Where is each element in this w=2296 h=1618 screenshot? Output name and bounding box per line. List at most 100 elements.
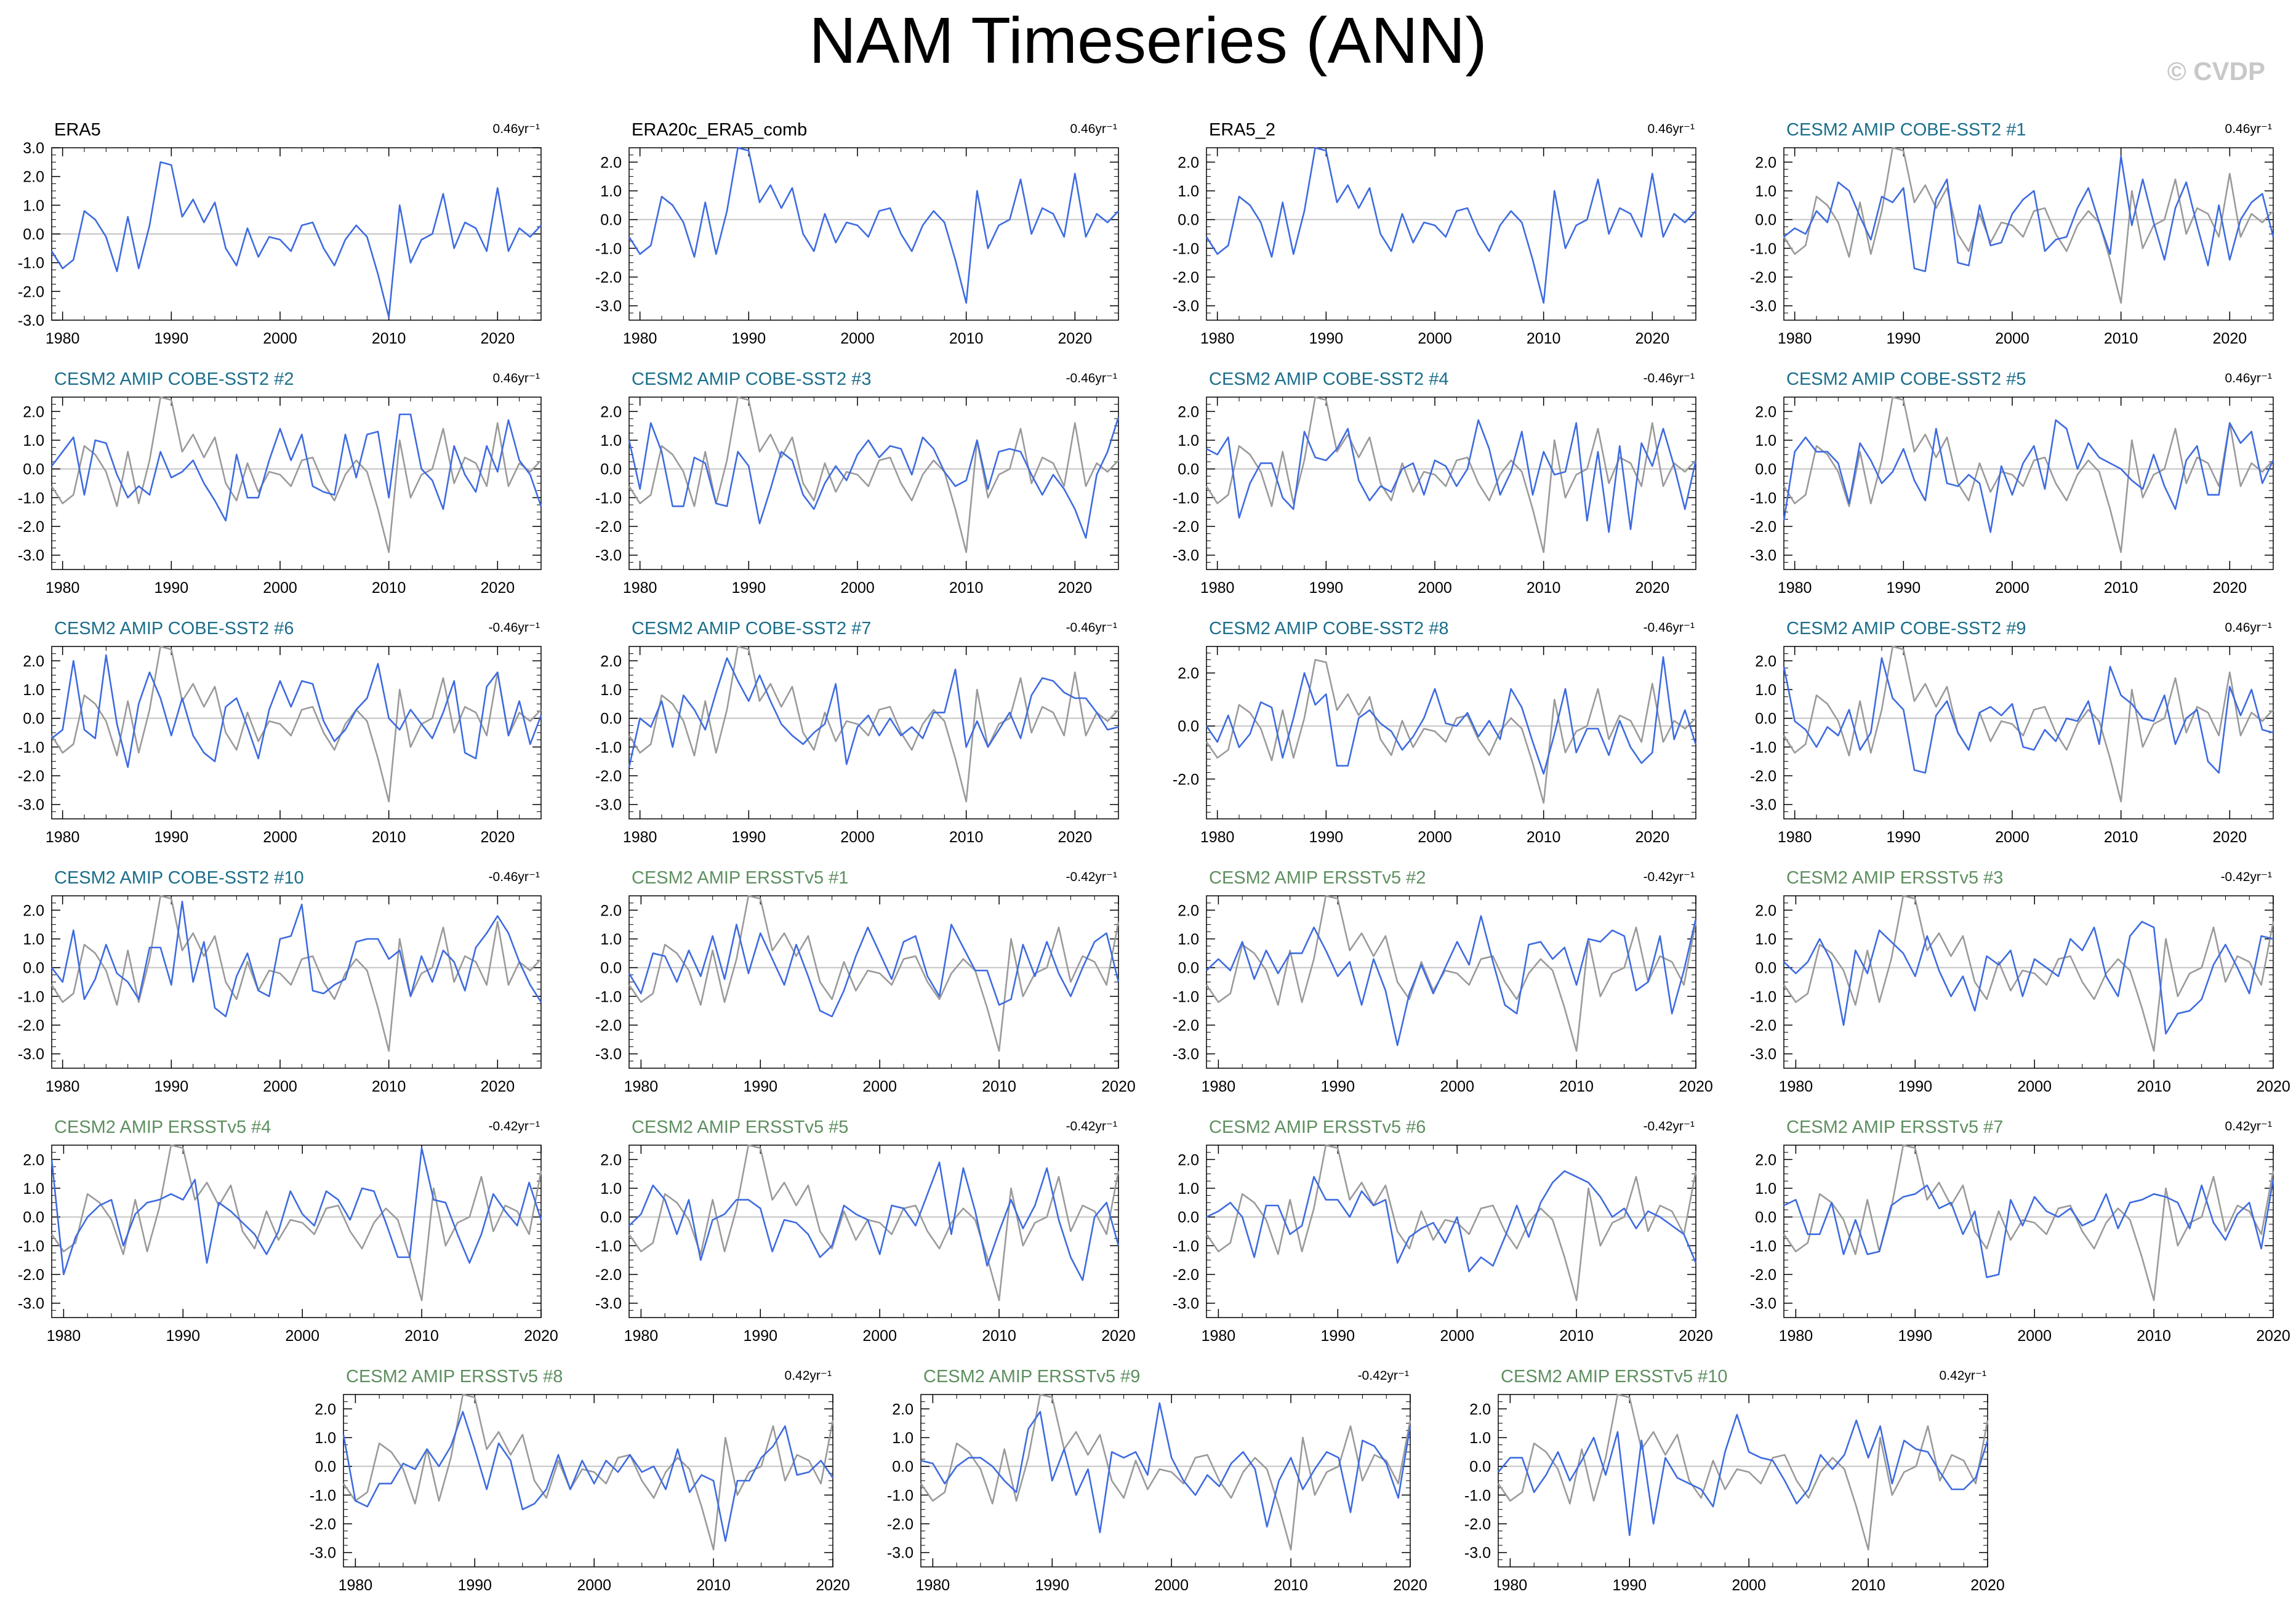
y-tick-label: 2.0 — [1755, 154, 1776, 171]
x-tick-label: 2000 — [840, 579, 875, 597]
x-tick-label: 1980 — [1779, 1078, 1813, 1095]
x-tick-label: 1980 — [47, 1327, 81, 1345]
panel-title: CESM2 AMIP COBE-SST2 #8 — [1209, 619, 1449, 638]
plot-frame — [343, 1394, 833, 1568]
y-tick-label: 0.0 — [23, 710, 44, 728]
y-tick-label: 1.0 — [23, 1180, 44, 1197]
y-tick-label: -2.0 — [1173, 771, 1199, 788]
trend-label: 0.42yr⁻¹ — [2225, 1119, 2272, 1133]
y-tick-label: -3.0 — [18, 797, 44, 814]
x-tick-label: 2000 — [1154, 1577, 1189, 1594]
y-tick-label: -2.0 — [1750, 1266, 1776, 1284]
y-tick-label: -3.0 — [1173, 547, 1199, 565]
x-tick-label: 2020 — [1058, 330, 1093, 347]
y-tick-label: -2.0 — [18, 1266, 44, 1284]
x-tick-label: 2020 — [481, 579, 515, 597]
x-tick-label: 1990 — [1898, 1078, 1932, 1095]
plot-frame — [1783, 646, 2274, 819]
plot-frame — [628, 895, 1119, 1069]
x-tick-label: 1980 — [1493, 1577, 1528, 1594]
panel-title: CESM2 AMIP COBE-SST2 #5 — [1786, 369, 2026, 389]
y-tick-label: -1.0 — [18, 255, 44, 272]
y-tick-label: -1.0 — [18, 739, 44, 756]
trend-label: 0.46yr⁻¹ — [493, 122, 540, 136]
panel-title: CESM2 AMIP COBE-SST2 #3 — [632, 369, 872, 389]
y-tick-label: 2.0 — [1755, 1151, 1776, 1169]
model-series-line — [50, 413, 542, 522]
y-tick-label: -2.0 — [18, 518, 44, 536]
y-tick-label: -3.0 — [1750, 1046, 1776, 1063]
y-tick-label: 2.0 — [1178, 1151, 1199, 1169]
x-tick-label: 1980 — [339, 1577, 373, 1594]
y-tick-label: -1.0 — [310, 1487, 336, 1504]
model-series-line — [50, 901, 542, 1018]
y-tick-label: -3.0 — [18, 1295, 44, 1313]
y-tick-label: -2.0 — [1173, 1017, 1199, 1034]
x-tick-label: 1990 — [1309, 829, 1344, 846]
x-tick-label: 1980 — [623, 829, 657, 846]
y-tick-label: 0.0 — [1178, 1209, 1199, 1226]
trend-label: -0.46yr⁻¹ — [489, 870, 540, 884]
model-series-line — [51, 654, 542, 768]
y-tick-label: 1.0 — [1178, 183, 1199, 200]
reference-series-line — [1783, 147, 2274, 304]
y-tick-label: 2.0 — [1755, 653, 1776, 670]
x-tick-label: 2010 — [372, 579, 406, 597]
y-tick-label: -2.0 — [1750, 269, 1776, 286]
y-tick-label: -2.0 — [18, 1017, 44, 1034]
panel-title: CESM2 AMIP COBE-SST2 #1 — [1786, 120, 2026, 140]
y-tick-label: 2.0 — [315, 1401, 336, 1418]
y-tick-label: -3.0 — [18, 312, 44, 329]
trend-label: 0.46yr⁻¹ — [2225, 371, 2272, 385]
y-tick-label: -3.0 — [1750, 298, 1776, 315]
x-tick-label: 2000 — [1995, 829, 2029, 846]
y-tick-label: 0.0 — [1178, 212, 1199, 229]
x-tick-label: 1990 — [1898, 1327, 1932, 1345]
trend-label: 0.46yr⁻¹ — [493, 371, 540, 385]
panel-title: CESM2 AMIP ERSSTv5 #2 — [1209, 868, 1426, 888]
x-tick-label: 2020 — [816, 1577, 850, 1594]
y-tick-label: 2.0 — [23, 169, 44, 186]
model-series-line — [50, 161, 542, 318]
y-tick-label: 2.0 — [600, 403, 622, 421]
y-tick-label: -3.0 — [18, 1046, 44, 1063]
y-tick-label: 2.0 — [600, 902, 622, 919]
x-tick-label: 2000 — [263, 829, 297, 846]
x-tick-label: 2010 — [1851, 1577, 1885, 1594]
y-tick-label: 2.0 — [1178, 154, 1199, 171]
x-tick-label: 1980 — [46, 579, 80, 597]
plot-frame — [1498, 1394, 1988, 1568]
panel-title: CESM2 AMIP ERSSTv5 #9 — [923, 1367, 1140, 1387]
y-tick-label: -2.0 — [1464, 1516, 1491, 1533]
x-tick-label: 2010 — [2104, 330, 2138, 347]
reference-series-line — [1205, 1144, 1697, 1302]
plot-frame — [51, 396, 542, 570]
y-tick-label: -3.0 — [595, 1295, 622, 1313]
model-series-line — [628, 147, 1119, 304]
x-tick-label: 1990 — [1320, 1078, 1355, 1095]
x-tick-label: 2010 — [1527, 579, 1561, 597]
y-tick-label: -1.0 — [595, 988, 622, 1005]
model-series-line — [628, 924, 1120, 1018]
x-tick-label: 1990 — [166, 1327, 200, 1345]
y-tick-label: -2.0 — [18, 283, 44, 300]
x-tick-label: 2020 — [1636, 330, 1670, 347]
x-tick-label: 2020 — [1679, 1078, 1713, 1095]
model-series-line — [1498, 1414, 1989, 1536]
y-tick-label: -3.0 — [595, 547, 622, 565]
y-tick-label: -3.0 — [1750, 1295, 1776, 1313]
x-tick-label: 1990 — [155, 829, 189, 846]
trend-label: 0.42yr⁻¹ — [785, 1369, 832, 1383]
x-tick-label: 2020 — [524, 1327, 558, 1345]
x-tick-label: 1990 — [732, 829, 766, 846]
x-tick-label: 1990 — [155, 1078, 189, 1095]
model-series-line — [1206, 1170, 1697, 1273]
y-tick-label: 1.0 — [1755, 682, 1776, 699]
